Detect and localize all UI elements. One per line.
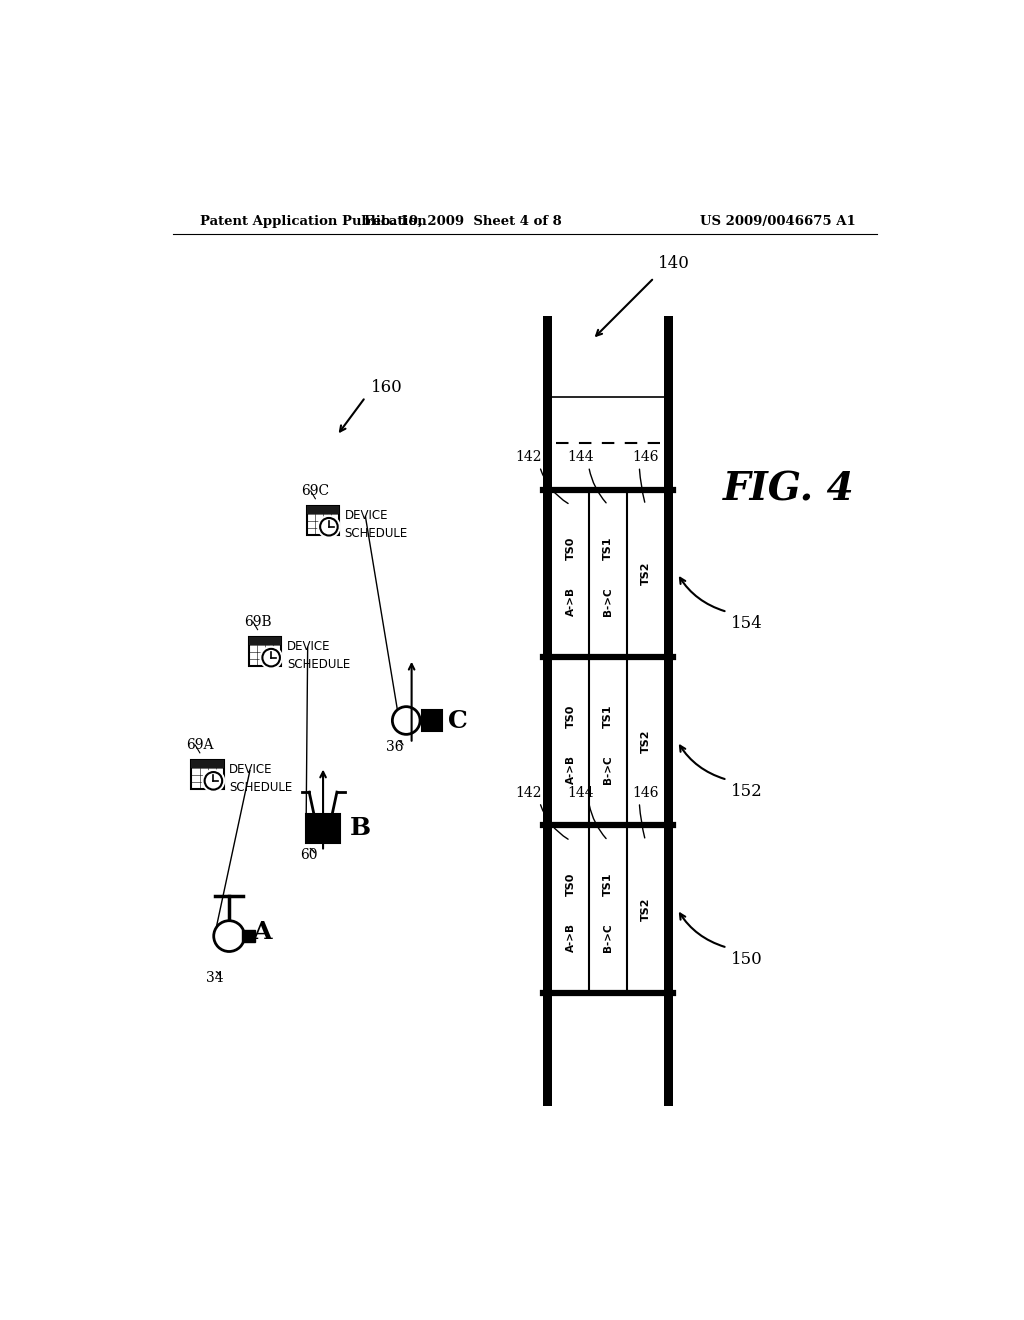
Text: 140: 140 <box>658 255 690 272</box>
Text: 69B: 69B <box>244 615 271 628</box>
Text: A->B: A->B <box>565 755 575 784</box>
Text: 146: 146 <box>632 450 658 465</box>
Bar <box>307 506 339 513</box>
Text: 160: 160 <box>371 379 402 396</box>
Text: TS1: TS1 <box>603 536 613 560</box>
Text: 144: 144 <box>567 450 594 465</box>
Bar <box>249 636 282 665</box>
Text: B->C: B->C <box>603 587 613 616</box>
Bar <box>249 636 282 644</box>
Text: 34: 34 <box>206 972 223 986</box>
Text: TS0: TS0 <box>565 873 575 896</box>
Text: Patent Application Publication: Patent Application Publication <box>200 215 427 228</box>
Text: TS1: TS1 <box>603 705 613 727</box>
Text: DEVICE
SCHEDULE: DEVICE SCHEDULE <box>287 640 350 671</box>
Circle shape <box>214 921 245 952</box>
Text: TS2: TS2 <box>640 730 650 752</box>
Text: B->C: B->C <box>603 755 613 784</box>
Bar <box>552 317 665 1106</box>
Text: 150: 150 <box>731 950 763 968</box>
Text: A->B: A->B <box>565 587 575 616</box>
Text: 154: 154 <box>731 615 763 632</box>
Text: B: B <box>350 816 371 841</box>
Text: 36: 36 <box>386 741 403 755</box>
Text: DEVICE
SCHEDULE: DEVICE SCHEDULE <box>229 763 293 793</box>
Text: 60: 60 <box>300 849 317 862</box>
Circle shape <box>262 649 280 667</box>
Text: 144: 144 <box>567 785 594 800</box>
Text: 69C: 69C <box>301 484 330 498</box>
Text: US 2009/0046675 A1: US 2009/0046675 A1 <box>700 215 856 228</box>
Circle shape <box>260 647 283 669</box>
Text: 146: 146 <box>632 785 658 800</box>
Text: FIG. 4: FIG. 4 <box>723 470 855 508</box>
Bar <box>307 506 339 535</box>
Bar <box>191 760 223 768</box>
Text: TS1: TS1 <box>603 873 613 896</box>
Text: C: C <box>447 709 468 733</box>
Text: TS2: TS2 <box>640 898 650 921</box>
Text: 152: 152 <box>731 783 763 800</box>
Circle shape <box>321 517 338 536</box>
Text: 142: 142 <box>515 450 542 465</box>
Circle shape <box>205 772 222 789</box>
Bar <box>306 813 340 843</box>
Bar <box>243 929 255 942</box>
Text: 142: 142 <box>515 785 542 800</box>
Text: B->C: B->C <box>603 924 613 952</box>
Text: Feb. 19, 2009  Sheet 4 of 8: Feb. 19, 2009 Sheet 4 of 8 <box>365 215 562 228</box>
Text: DEVICE
SCHEDULE: DEVICE SCHEDULE <box>345 508 408 540</box>
Circle shape <box>392 706 420 734</box>
Bar <box>543 1100 674 1106</box>
Text: TS0: TS0 <box>565 705 575 727</box>
Bar <box>543 317 552 1106</box>
Text: TS2: TS2 <box>640 562 650 585</box>
Bar <box>543 317 674 322</box>
Text: 69A: 69A <box>186 738 213 752</box>
Text: A: A <box>252 920 271 944</box>
Bar <box>191 760 223 789</box>
Bar <box>665 317 674 1106</box>
Bar <box>422 710 441 731</box>
Circle shape <box>317 516 340 537</box>
Circle shape <box>203 770 224 792</box>
Text: A->B: A->B <box>565 923 575 952</box>
Text: TS0: TS0 <box>565 536 575 560</box>
